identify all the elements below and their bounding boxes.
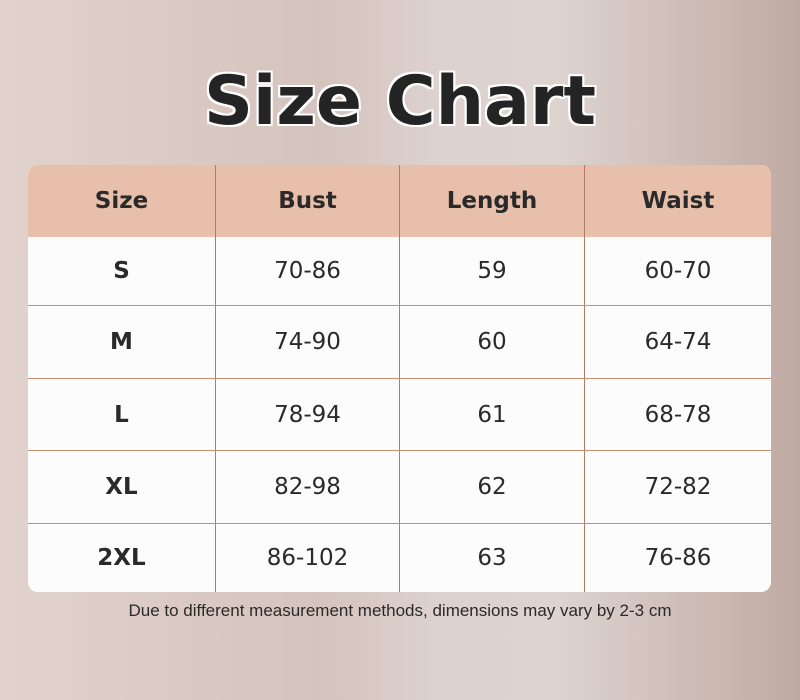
page-title: Size Chart <box>204 62 596 141</box>
size-cell: 2XL <box>97 545 146 571</box>
bust-cell: 78-94 <box>215 379 399 450</box>
waist-cell: 60-70 <box>584 237 771 305</box>
bust-cell: 74-90 <box>215 306 399 378</box>
waist-cell: 64-74 <box>584 306 771 378</box>
table-header-row: Size Bust Length Waist <box>28 165 771 237</box>
length-cell: 61 <box>399 379 584 450</box>
size-cell: S <box>113 258 130 284</box>
waist-cell: 72-82 <box>584 451 771 523</box>
length-cell: 60 <box>399 306 584 378</box>
table-row: L 78-94 61 68-78 <box>28 378 771 450</box>
header-size: Size <box>94 188 149 214</box>
table-row: 2XL 86-102 63 76-86 <box>28 523 771 592</box>
bust-cell: 70-86 <box>215 237 399 305</box>
length-cell: 59 <box>399 237 584 305</box>
size-cell: L <box>114 401 129 428</box>
waist-cell: 68-78 <box>584 379 771 450</box>
size-table: Size Bust Length Waist S 70-86 59 60-70 … <box>28 165 771 592</box>
table-row: XL 82-98 62 72-82 <box>28 450 771 523</box>
header-length: Length <box>399 165 584 237</box>
header-bust: Bust <box>215 165 399 237</box>
header-waist: Waist <box>584 165 771 237</box>
size-cell: M <box>110 329 133 355</box>
length-cell: 62 <box>399 451 584 523</box>
size-cell: XL <box>105 474 138 500</box>
bust-cell: 82-98 <box>215 451 399 523</box>
table-row: M 74-90 60 64-74 <box>28 305 771 378</box>
waist-cell: 76-86 <box>584 524 771 592</box>
length-cell: 63 <box>399 524 584 592</box>
measurement-note: Due to different measurement methods, di… <box>128 601 672 620</box>
bust-cell: 86-102 <box>215 524 399 592</box>
table-row: S 70-86 59 60-70 <box>28 237 771 305</box>
